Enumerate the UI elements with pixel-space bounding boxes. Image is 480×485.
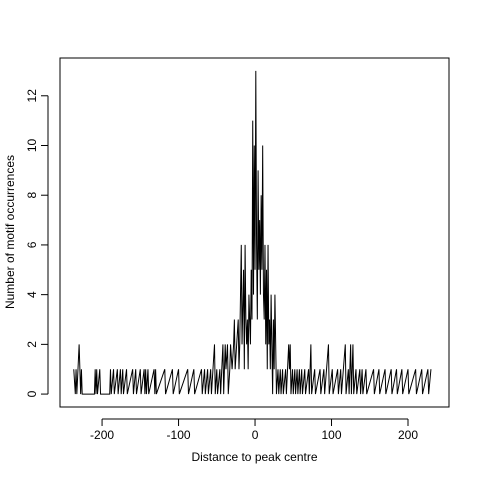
y-tick-label: 12 [25, 89, 39, 103]
x-tick-label: 100 [322, 428, 342, 442]
x-tick-label: -200 [90, 428, 114, 442]
y-tick-label: 8 [25, 192, 39, 199]
y-tick-label: 2 [25, 341, 39, 348]
y-tick-label: 4 [25, 291, 39, 298]
y-axis-label: Number of motif occurrences [3, 155, 17, 309]
x-tick-label: -100 [167, 428, 191, 442]
y-tick-label: 10 [25, 139, 39, 153]
x-tick-label: 200 [398, 428, 418, 442]
y-tick-label: 0 [25, 390, 39, 397]
x-axis-label: Distance to peak centre [191, 450, 317, 464]
data-line [73, 70, 432, 395]
y-tick-label: 6 [25, 241, 39, 248]
plot-box [59, 57, 450, 408]
x-tick-label: 0 [252, 428, 259, 442]
